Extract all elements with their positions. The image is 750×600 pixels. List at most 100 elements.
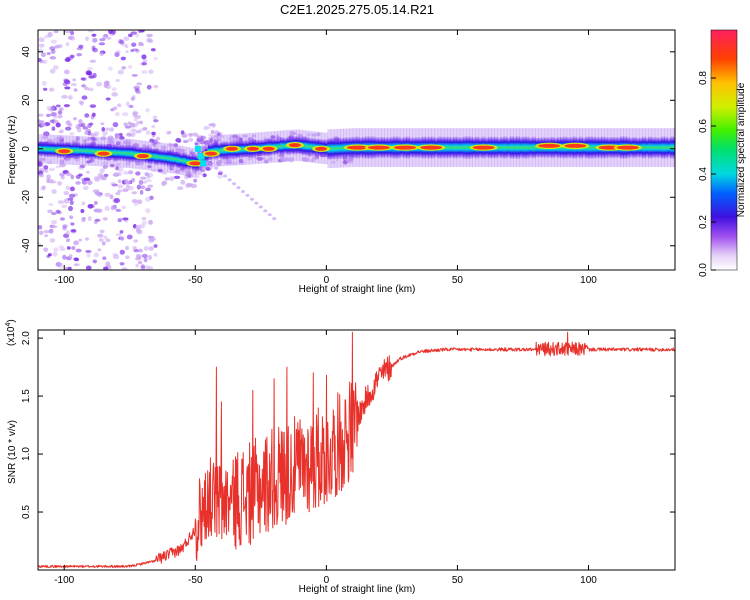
- spectrogram-noise-dot: [203, 126, 208, 131]
- spectrogram-noise-dot: [210, 129, 215, 134]
- spectrogram-noise-dot: [251, 134, 257, 138]
- spectrogram-noise-dot: [101, 241, 106, 246]
- spectrogram-noise-dot: [78, 119, 83, 125]
- spectrogram-noise-dot: [127, 185, 134, 191]
- spectrogram-noise-dot: [79, 164, 86, 169]
- spectrogram-noise-dot: [62, 254, 67, 260]
- spectrogram-band: [151, 148, 156, 164]
- spectrogram-noise-dot: [153, 56, 158, 61]
- spectrogram-streak-dot: [272, 217, 277, 221]
- spectrogram-noise-dot: [144, 196, 151, 202]
- spectrogram-noise-dot: [139, 185, 146, 190]
- spectrogram-noise-dot: [112, 252, 119, 257]
- snr-y-ticks: 0.5 1.0 1.5 2.0: [21, 331, 675, 519]
- figure-title: C2E1.2025.275.05.14.R21: [280, 2, 434, 17]
- spectrogram-band: [500, 136, 505, 159]
- spectrogram-noise-dot: [49, 87, 55, 92]
- spectrogram-band: [113, 144, 118, 162]
- spectrogram-band: [519, 137, 524, 159]
- spectrogram-noise-dot: [63, 104, 70, 108]
- spectrogram-noise-dot: [86, 67, 94, 71]
- spectrogram-noise-dot: [107, 267, 112, 270]
- spectrogram-noise-dot: [105, 84, 111, 90]
- spectrogram-noise-dot: [97, 248, 102, 252]
- spectrogram-noise-dot: [46, 52, 51, 56]
- spectrogram-noise-dot: [53, 119, 59, 124]
- spectrogram-noise-dot: [139, 189, 144, 195]
- spectrogram-noise-dot: [180, 179, 186, 185]
- spectrogram-noise-dot: [51, 225, 58, 229]
- spectrogram-noise-dot: [126, 132, 133, 137]
- spectrogram-noise-dot: [38, 57, 42, 62]
- spectrogram-x-ticks: -100 -50 0 50 100: [54, 30, 597, 286]
- spectrogram-noise-dot: [288, 157, 295, 163]
- spectrogram-noise-dot: [117, 184, 124, 189]
- spectrogram-band: [456, 136, 461, 159]
- spectrogram-noise-dot: [54, 44, 60, 49]
- spectrogram-noise-dot: [50, 112, 57, 117]
- spectrogram-noise-dot: [55, 122, 61, 128]
- spectrogram-noise-dot: [138, 43, 145, 47]
- spectrogram-noise-dot: [184, 170, 192, 175]
- spectrogram-noise-dot: [93, 252, 100, 258]
- spectrogram-noise-dot: [66, 246, 71, 250]
- spectrogram-noise-dot: [63, 190, 70, 196]
- spectrogram-noise-dot: [94, 191, 101, 196]
- spectrogram-noise-dot: [98, 42, 106, 46]
- spectrogram-noise-dot: [125, 183, 130, 188]
- spectrogram-noise-dot: [116, 103, 122, 108]
- spectrogram-noise-dot: [310, 159, 315, 162]
- spectrogram-noise-dot: [89, 59, 97, 63]
- spectrogram-noise-dot: [176, 186, 184, 191]
- spectrogram-noise-dot: [69, 186, 75, 192]
- spectrogram-band: [302, 136, 307, 156]
- spectrogram-noise-dot: [122, 188, 129, 193]
- spectrogram-noise-dot: [102, 130, 108, 136]
- snr-x-tick-label: 0: [324, 575, 330, 586]
- spectrogram-noise-dot: [107, 135, 114, 141]
- spectrogram-frame: [37, 29, 676, 271]
- spectrogram-noise-dot: [136, 129, 142, 134]
- spectrogram-noise-dot: [138, 179, 144, 185]
- spectrogram-band: [336, 137, 341, 159]
- spectrogram-noise-dot: [136, 255, 142, 259]
- spectrogram-band: [453, 136, 458, 159]
- spectrogram-noise-dot: [142, 144, 147, 149]
- spectrogram-noise-dot: [111, 87, 117, 92]
- spectrogram-noise-dot: [59, 172, 65, 177]
- spectrogram-noise-dot: [185, 183, 192, 188]
- spectrogram-hotspot: [315, 146, 328, 151]
- spectrogram-noise-dot: [138, 128, 143, 133]
- spectrogram-noise-dot: [49, 180, 57, 184]
- spectrogram-noise-dot: [149, 236, 156, 242]
- spectrogram-noise-dot: [58, 245, 65, 249]
- spectrogram-noise-dot: [122, 217, 129, 221]
- spectrogram-noise-dot: [70, 229, 77, 234]
- spectrogram-noise-dot: [84, 130, 89, 135]
- spectrogram-noise-dot: [81, 177, 87, 182]
- spectrogram-band: [82, 143, 86, 159]
- spectrogram-band: [280, 137, 285, 156]
- spectrogram-noise-dot: [145, 130, 151, 135]
- colorbar-ticks: 0.0 0.2 0.4 0.6 0.8: [698, 71, 716, 277]
- spectrogram-noise-dot: [168, 144, 173, 148]
- spectrogram-noise-dot: [47, 253, 52, 257]
- spectrogram-band: [283, 137, 288, 155]
- spectrogram-noise-dot: [153, 84, 159, 89]
- spectrogram-noise-dot: [112, 106, 118, 111]
- spectrogram-noise-dot: [115, 50, 121, 54]
- spectrogram-band: [75, 142, 80, 160]
- spectrogram-noise-dot: [55, 104, 61, 108]
- spectrogram-noise-dot: [133, 248, 140, 253]
- spectrogram-y-tick-label: 40: [21, 46, 32, 58]
- spectrogram-streak-dot: [249, 197, 254, 201]
- spectrogram-noise-dot: [153, 244, 158, 248]
- spectrogram-noise-dot: [58, 265, 63, 269]
- spectrogram-band: [641, 136, 646, 159]
- spectrogram-noise-dot: [147, 165, 152, 169]
- spectrogram-noise-dot: [131, 48, 139, 52]
- spectrogram-x-tick-label: 0: [324, 275, 330, 286]
- spectrogram-noise-dot: [38, 119, 41, 123]
- spectrogram-noise-dot: [54, 136, 61, 142]
- spectrogram-noise-dot: [51, 189, 57, 194]
